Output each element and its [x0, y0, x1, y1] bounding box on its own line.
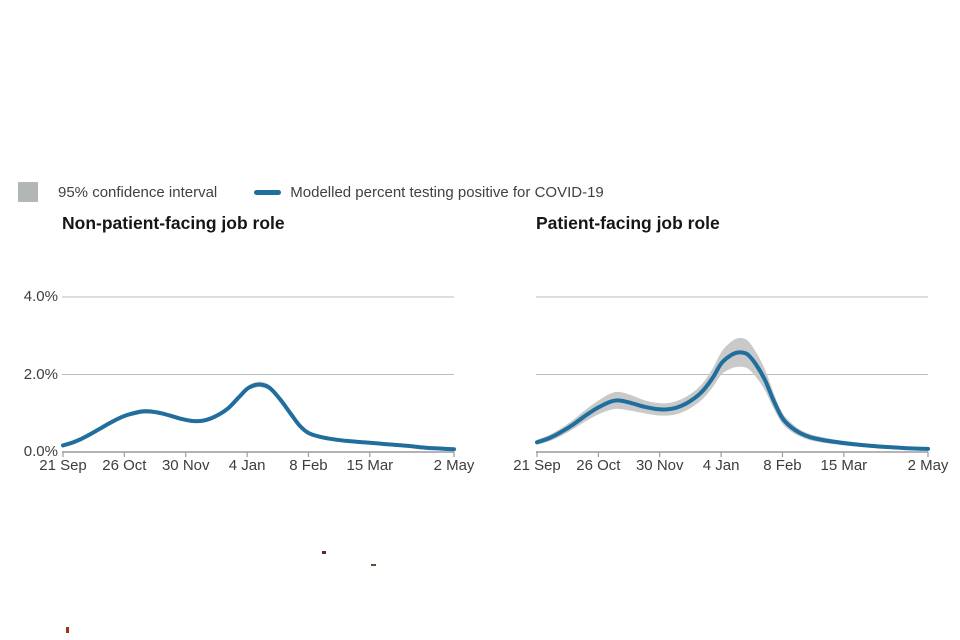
modelled-line-label: Modelled percent testing positive for CO… [290, 183, 604, 201]
plot-non-patient-facing [61, 296, 456, 457]
x-tick-label: 26 Oct [102, 457, 147, 474]
x-tick-label: 26 Oct [576, 457, 621, 474]
y-tick-label: 2.0% [23, 365, 58, 383]
chart-title-patient-facing: Patient-facing job role [536, 213, 720, 233]
artifact-speck [66, 627, 69, 633]
chart-non-patient-facing: 21 Sep 26 Oct 30 Nov 4 Jan 8 Feb 15 Mar 2 May 0… [0, 285, 480, 485]
x-tick-label: 30 Nov [161, 457, 210, 474]
legend-item-confidence-interval: 95% confidence interval [18, 182, 217, 202]
x-tick-label: 21 Sep [39, 457, 87, 474]
x-tick-label: 4 Jan [228, 457, 266, 474]
x-tick-label: 15 Mar [820, 457, 868, 474]
modelled-line-swatch-icon [254, 189, 282, 195]
plot-patient-facing [535, 296, 930, 457]
y-tick-label: 0.0% [23, 443, 58, 460]
x-tick-label: 2 May [907, 457, 949, 474]
x-tick-label: 8 Feb [763, 457, 802, 474]
x-tick-label: 8 Feb [289, 457, 328, 474]
x-tick-label: 21 Sep [513, 457, 561, 474]
artifact-speck [322, 551, 326, 554]
confidence-interval-swatch-icon [18, 182, 38, 202]
artifact-speck [371, 564, 376, 566]
chart-patient-facing: 21 Sep 26 Oct 30 Nov 4 Jan 8 Feb 15 Mar 2 May [480, 285, 960, 485]
x-tick-label: 4 Jan [702, 457, 740, 474]
chart-legend: 95% confidence interval Modelled percent… [18, 182, 604, 202]
x-tick-label: 2 May [433, 457, 475, 474]
legend-item-modelled-line: Modelled percent testing positive for CO… [254, 183, 604, 201]
x-tick-label: 15 Mar [346, 457, 394, 474]
x-tick-label: 30 Nov [635, 457, 684, 474]
chart-title-non-patient-facing: Non-patient-facing job role [62, 213, 285, 233]
y-tick-label: 4.0% [23, 288, 58, 305]
confidence-interval-label: 95% confidence interval [58, 183, 218, 201]
